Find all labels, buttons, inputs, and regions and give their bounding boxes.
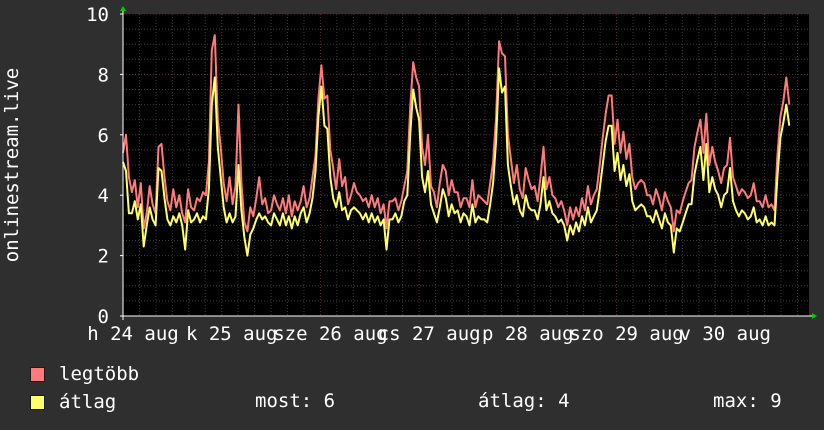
legend-item-max: legtöbb: [30, 363, 139, 385]
x-tick-label: h 24 aug: [87, 323, 179, 345]
x-axis-arrow: [812, 313, 817, 319]
legend-label-max: legtöbb: [59, 363, 140, 385]
stat-now: most: 6: [255, 390, 336, 412]
series-layer: [122, 34, 791, 257]
stat-max: max: 9: [713, 390, 782, 412]
y-tick-label: 0: [98, 306, 109, 328]
y-tick-label: 6: [98, 125, 109, 147]
stat-average: átlag: 4: [478, 390, 570, 412]
legend-label-avg: átlag: [59, 391, 117, 413]
y-tick-label: 8: [98, 64, 109, 86]
legend-swatch-max: [30, 366, 45, 382]
y-axis-label: onlinestream.live: [1, 68, 23, 262]
series-line-max: [122, 34, 791, 233]
grid: [122, 13, 809, 316]
legend-swatch-avg: [30, 394, 45, 410]
y-tick-label: 10: [86, 4, 109, 26]
y-tick-label: 4: [98, 185, 109, 207]
y-tick-labels: 0 2 4 6 8 10: [86, 4, 109, 328]
x-tick-label: v 30 aug: [679, 323, 771, 345]
series-line-average: [122, 67, 791, 257]
x-tick-label: p 28 aug: [482, 323, 574, 345]
x-tick-label: sze 26 aug: [273, 323, 387, 345]
x-tick-label: k 25 aug: [186, 323, 278, 345]
x-tick-label: cs 27 aug: [378, 323, 481, 345]
x-tick-label: szo 29 aug: [569, 323, 683, 345]
axes: [120, 6, 817, 320]
legend-item-avg: átlag: [30, 391, 116, 413]
y-tick-label: 2: [98, 246, 109, 268]
y-axis-arrow: [120, 6, 126, 11]
